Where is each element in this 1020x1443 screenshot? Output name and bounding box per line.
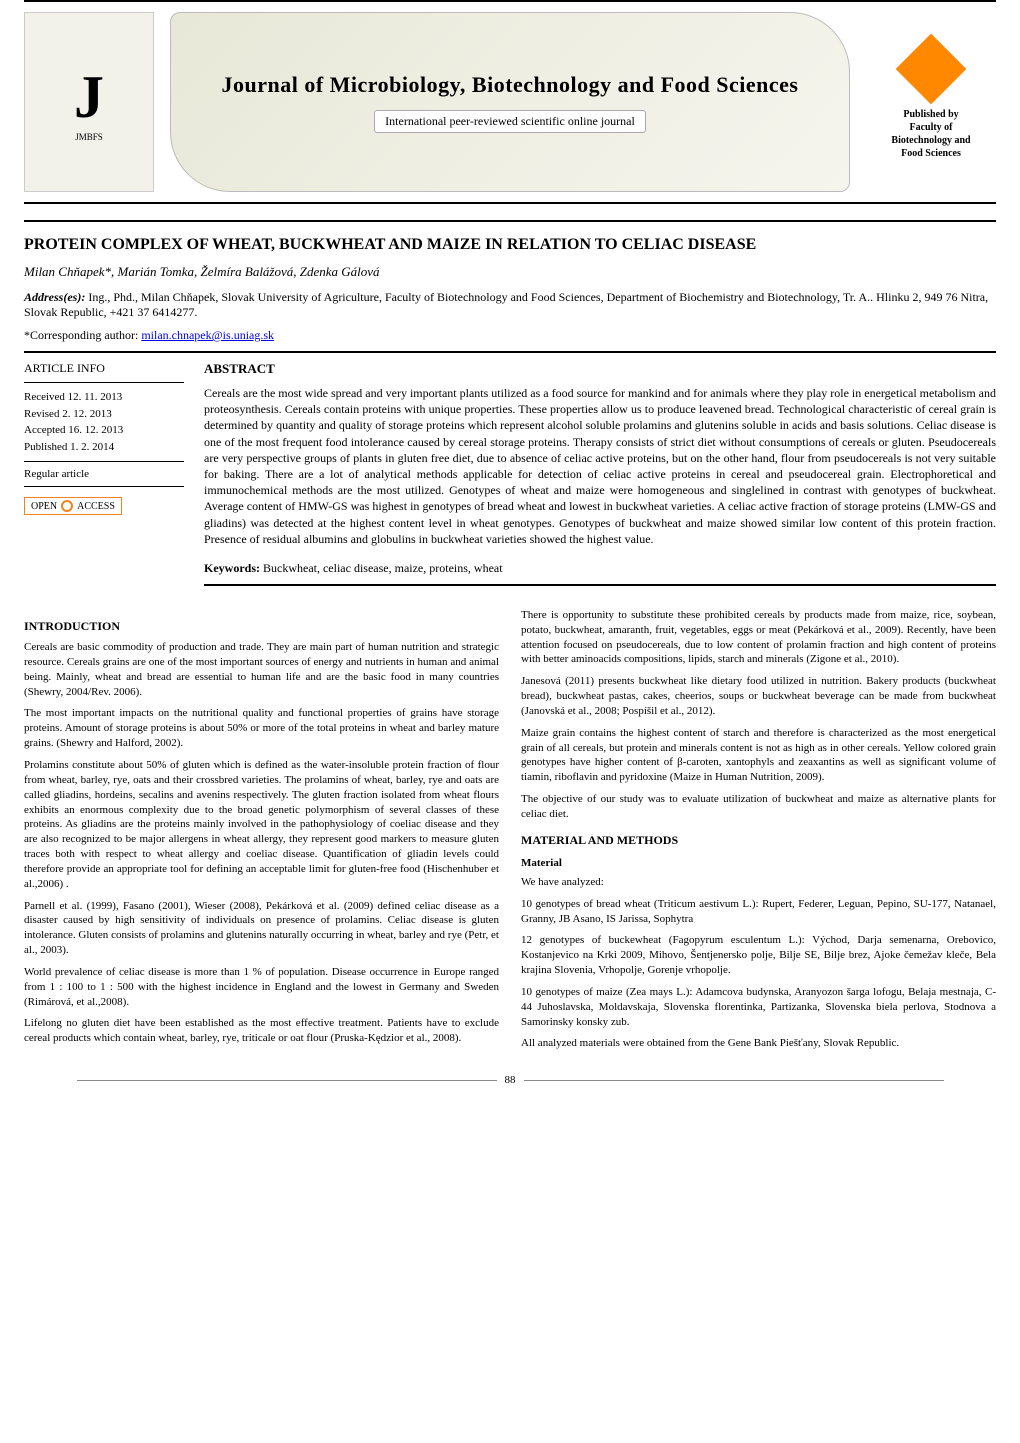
open-access-lock-icon bbox=[61, 500, 73, 512]
mat-p4: 10 genotypes of maize (Zea mays L.): Ada… bbox=[521, 985, 996, 1030]
date-accepted: Accepted 16. 12. 2013 bbox=[24, 422, 184, 439]
body-two-column: INTRODUCTION Cereals are basic commodity… bbox=[24, 608, 996, 1056]
intro-p1: Cereals are basic commodity of productio… bbox=[24, 640, 499, 699]
col2-p2: Maize grain contains the highest content… bbox=[521, 726, 996, 785]
journal-title-panel: Journal of Microbiology, Biotechnology a… bbox=[170, 12, 850, 192]
intro-p7: There is opportunity to substitute these… bbox=[521, 608, 996, 667]
rule-ai-1 bbox=[24, 382, 184, 383]
mat-p2: 10 genotypes of bread wheat (Triticum ae… bbox=[521, 897, 996, 927]
mat-p1: We have analyzed: bbox=[521, 875, 996, 890]
col2-p1: Janesová (2011) presents buckwheat like … bbox=[521, 674, 996, 719]
intro-p5: World prevalence of celiac disease is mo… bbox=[24, 965, 499, 1010]
publisher-diamond-icon bbox=[896, 34, 967, 105]
article-info-heading: ARTICLE INFO bbox=[24, 361, 184, 376]
biotech-label: Biotechnology and bbox=[891, 134, 970, 147]
open-access-access: ACCESS bbox=[77, 501, 115, 512]
corresponding-email-link[interactable]: milan.chnapek@is.uniag.sk bbox=[141, 328, 274, 342]
foodsci-label: Food Sciences bbox=[901, 147, 961, 160]
authors: Milan Chňapek*, Marián Tomka, Želmíra Ba… bbox=[24, 264, 996, 280]
page-number: 88 bbox=[24, 1074, 996, 1086]
open-access-badge: OPEN ACCESS bbox=[24, 497, 122, 515]
journal-subtitle: International peer-reviewed scientific o… bbox=[374, 110, 646, 133]
intro-p4: Parnell et al. (1999), Fasano (2001), Wi… bbox=[24, 899, 499, 958]
jmbfs-vertical-label: JMBFS bbox=[75, 132, 103, 142]
journal-banner: J JMBFS Journal of Microbiology, Biotech… bbox=[24, 0, 996, 204]
rule-ai-3 bbox=[24, 486, 184, 487]
material-subheading: Material bbox=[521, 856, 996, 871]
publisher-block: Published by Faculty of Biotechnology an… bbox=[866, 12, 996, 192]
abstract-heading: ABSTRACT bbox=[204, 361, 996, 377]
address-text: Ing., Phd., Milan Chňapek, Slovak Univer… bbox=[24, 290, 988, 319]
abstract-column: ABSTRACT Cereals are the most wide sprea… bbox=[204, 361, 996, 594]
dates-block: Received 12. 11. 2013 Revised 2. 12. 201… bbox=[24, 389, 184, 455]
intro-p3: Prolamins constitute about 50% of gluten… bbox=[24, 758, 499, 892]
intro-p2: The most important impacts on the nutrit… bbox=[24, 706, 499, 751]
date-received: Received 12. 11. 2013 bbox=[24, 389, 184, 406]
date-published: Published 1. 2. 2014 bbox=[24, 439, 184, 456]
logo-left: J JMBFS bbox=[24, 12, 154, 192]
jmbfs-monogram: J bbox=[74, 63, 104, 132]
info-abstract-row: ARTICLE INFO Received 12. 11. 2013 Revis… bbox=[24, 361, 996, 594]
open-access-open: OPEN bbox=[31, 501, 57, 512]
col2-p3: The objective of our study was to evalua… bbox=[521, 792, 996, 822]
faculty-label: Faculty of bbox=[909, 121, 952, 134]
regular-article-label: Regular article bbox=[24, 468, 184, 480]
keywords-line: Keywords: Buckwheat, celiac disease, mai… bbox=[204, 561, 996, 576]
article-info-column: ARTICLE INFO Received 12. 11. 2013 Revis… bbox=[24, 361, 184, 594]
corresponding-line: *Corresponding author: milan.chnapek@is.… bbox=[24, 328, 996, 343]
rule-ai-2 bbox=[24, 461, 184, 462]
journal-title: Journal of Microbiology, Biotechnology a… bbox=[221, 72, 798, 98]
rule-pre-abstract bbox=[24, 351, 996, 353]
rule-post-keywords bbox=[204, 584, 996, 586]
mat-p5: All analyzed materials were obtained fro… bbox=[521, 1036, 996, 1051]
rule-top bbox=[24, 220, 996, 222]
keywords-text: Buckwheat, celiac disease, maize, protei… bbox=[260, 561, 503, 575]
abstract-body: Cereals are the most wide spread and ver… bbox=[204, 385, 996, 547]
introduction-heading: INTRODUCTION bbox=[24, 618, 499, 634]
material-methods-heading: MATERIAL AND METHODS bbox=[521, 832, 996, 848]
address-label: Address(es): bbox=[24, 290, 85, 304]
published-by-label: Published by bbox=[903, 108, 958, 121]
keywords-label: Keywords: bbox=[204, 561, 260, 575]
intro-p6: Lifelong no gluten diet have been establ… bbox=[24, 1016, 499, 1046]
address-block: Address(es): Ing., Phd., Milan Chňapek, … bbox=[24, 290, 996, 320]
paper-title: PROTEIN COMPLEX OF WHEAT, BUCKWHEAT AND … bbox=[24, 236, 996, 254]
date-revised: Revised 2. 12. 2013 bbox=[24, 406, 184, 423]
mat-p3: 12 genotypes of buckewheat (Fagopyrum es… bbox=[521, 933, 996, 978]
corresponding-label: *Corresponding author: bbox=[24, 328, 141, 342]
